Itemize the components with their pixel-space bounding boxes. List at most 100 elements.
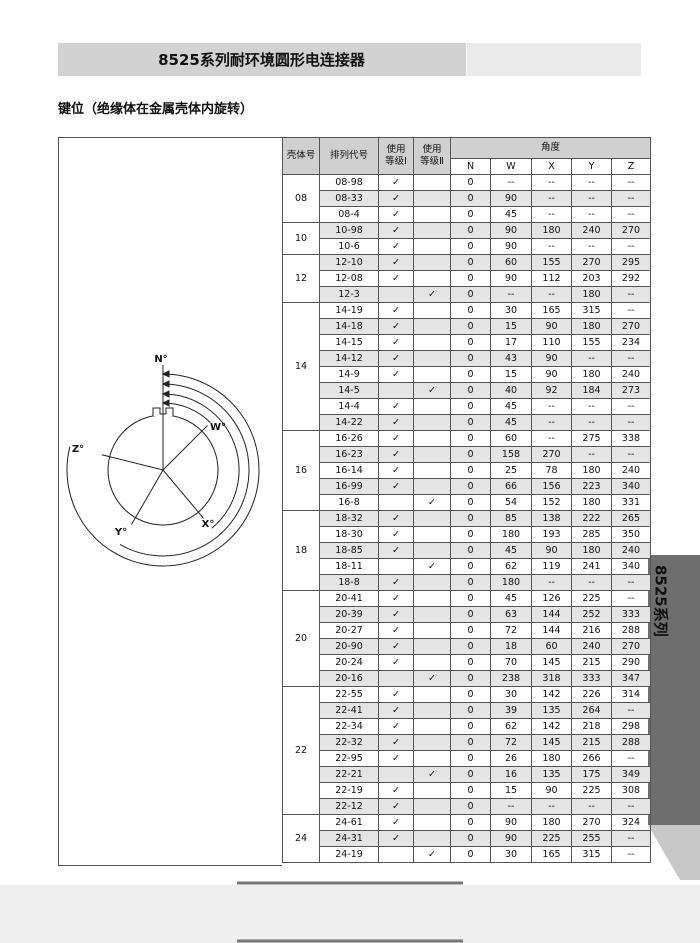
angle-label: N° — [154, 354, 167, 365]
table-row: 16-14 ✓ 0 25 78 180 240 — [283, 462, 651, 479]
service-class — [413, 462, 451, 479]
angle-value: 331 — [611, 494, 651, 511]
angle-value: 240 — [611, 366, 651, 383]
service-class: ✓ — [378, 590, 414, 607]
footer — [0, 885, 700, 943]
service-class — [413, 814, 451, 831]
service-class: ✓ — [378, 734, 414, 751]
angle-value: 158 — [490, 446, 532, 463]
angle-value: -- — [611, 238, 651, 255]
table-row: 18-8 ✓ 0 180 -- -- -- — [283, 574, 651, 591]
arrow — [161, 380, 170, 388]
arrangement-code: 18-32 — [319, 510, 379, 527]
angle-value: 270 — [571, 814, 612, 831]
service-class: ✓ — [378, 686, 414, 703]
table-row: 10 10-98 ✓ 0 90 180 240 270 — [282, 222, 651, 255]
angle-value: 290 — [611, 654, 651, 671]
table-row: 14-22 ✓ 0 45 -- -- -- — [283, 414, 651, 431]
service-class — [413, 750, 451, 767]
angle-value: -- — [531, 798, 572, 815]
table-row: 18-30 ✓ 0 180 193 285 350 — [283, 526, 651, 543]
arrangement-code: 16-26 — [319, 430, 379, 447]
table-row: 16-99 ✓ 0 66 156 223 340 — [283, 478, 651, 495]
angle-column-header: X — [531, 158, 572, 175]
side-tab-text: 8525系列 — [652, 565, 670, 637]
column-header: 排列代号 — [319, 137, 379, 175]
table-row: 12 12-10 ✓ 0 60 155 270 295 — [282, 254, 651, 303]
angle-value: -- — [571, 398, 612, 415]
column-header: 壳体号 — [282, 137, 320, 175]
angle-value: 298 — [611, 718, 651, 735]
angle-value: 225 — [571, 590, 612, 607]
angle-value: 119 — [531, 558, 572, 575]
angle-value: 0 — [450, 398, 491, 415]
angle-value: 90 — [490, 238, 532, 255]
angle-value: 315 — [571, 302, 612, 319]
angle-value: 135 — [531, 766, 572, 783]
header-line: 壳体号 — [286, 150, 316, 161]
service-class — [413, 702, 451, 719]
angle-value: 347 — [611, 670, 651, 687]
angle-value: 45 — [490, 414, 532, 431]
service-class — [413, 350, 451, 367]
table-row: 24-19 ✓ 0 30 165 315 -- — [283, 846, 651, 863]
angle-value: -- — [611, 398, 651, 415]
angle-value: 314 — [611, 686, 651, 703]
angle-value: 265 — [611, 510, 651, 527]
service-class — [413, 510, 451, 527]
angle-ray — [131, 469, 164, 525]
service-class: ✓ — [378, 574, 414, 591]
angle-value: -- — [571, 350, 612, 367]
angle-value: 165 — [531, 302, 572, 319]
angle-value: 30 — [490, 846, 532, 863]
angle-value: 264 — [571, 702, 612, 719]
angle-label: Z° — [72, 444, 84, 455]
header-line: 使用 — [386, 144, 406, 155]
angle-value: 349 — [611, 766, 651, 783]
table-row: 22-12 ✓ 0 -- -- -- -- — [283, 798, 651, 815]
angle-value: 156 — [531, 478, 572, 495]
arrangement-code: 22-55 — [319, 686, 379, 703]
page-title: 8525系列耐环境圆形电连接器 — [158, 51, 365, 69]
arrow — [161, 399, 170, 407]
angle-value: 222 — [571, 510, 612, 527]
service-class: ✓ — [378, 414, 414, 431]
angle-value: -- — [531, 574, 572, 591]
arrangement-code: 14-19 — [319, 302, 379, 319]
title-bar-right — [467, 43, 641, 76]
angle-value: 0 — [450, 718, 491, 735]
angle-value: 0 — [450, 334, 491, 351]
arrangement-code: 18-85 — [319, 542, 379, 559]
angle-value: 144 — [531, 606, 572, 623]
angle-value: -- — [611, 302, 651, 319]
angle-value: 110 — [531, 334, 572, 351]
table-row: 14-4 ✓ 0 45 -- -- -- — [283, 398, 651, 415]
angle-value: 180 — [571, 462, 612, 479]
arrangement-code: 22-19 — [319, 782, 379, 799]
angle-value: 60 — [490, 430, 532, 447]
angle-value: 78 — [531, 462, 572, 479]
angle-value: 0 — [450, 430, 491, 447]
arrow — [161, 370, 170, 378]
angle-value: 16 — [490, 766, 532, 783]
angle-value: 0 — [450, 302, 491, 319]
angle-value: 155 — [531, 254, 572, 271]
arrangement-code: 08-98 — [319, 174, 379, 191]
service-class — [413, 190, 451, 207]
angle-value: 180 — [571, 542, 612, 559]
service-class: ✓ — [378, 542, 414, 559]
angle-value: 112 — [531, 270, 572, 287]
angle-value: -- — [531, 206, 572, 223]
arrangement-code: 14-4 — [319, 398, 379, 415]
service-class: ✓ — [378, 270, 414, 287]
table-row: 10-6 ✓ 0 90 -- -- -- — [283, 238, 651, 255]
angle-value: 15 — [490, 366, 532, 383]
table-row: 18-85 ✓ 0 45 90 180 240 — [283, 542, 651, 559]
angle-value: 43 — [490, 350, 532, 367]
service-class: ✓ — [378, 254, 414, 271]
header-line: 使用 — [422, 144, 442, 155]
arrangement-code: 22-12 — [319, 798, 379, 815]
angle-value: 288 — [611, 734, 651, 751]
angle-value: 72 — [490, 622, 532, 639]
